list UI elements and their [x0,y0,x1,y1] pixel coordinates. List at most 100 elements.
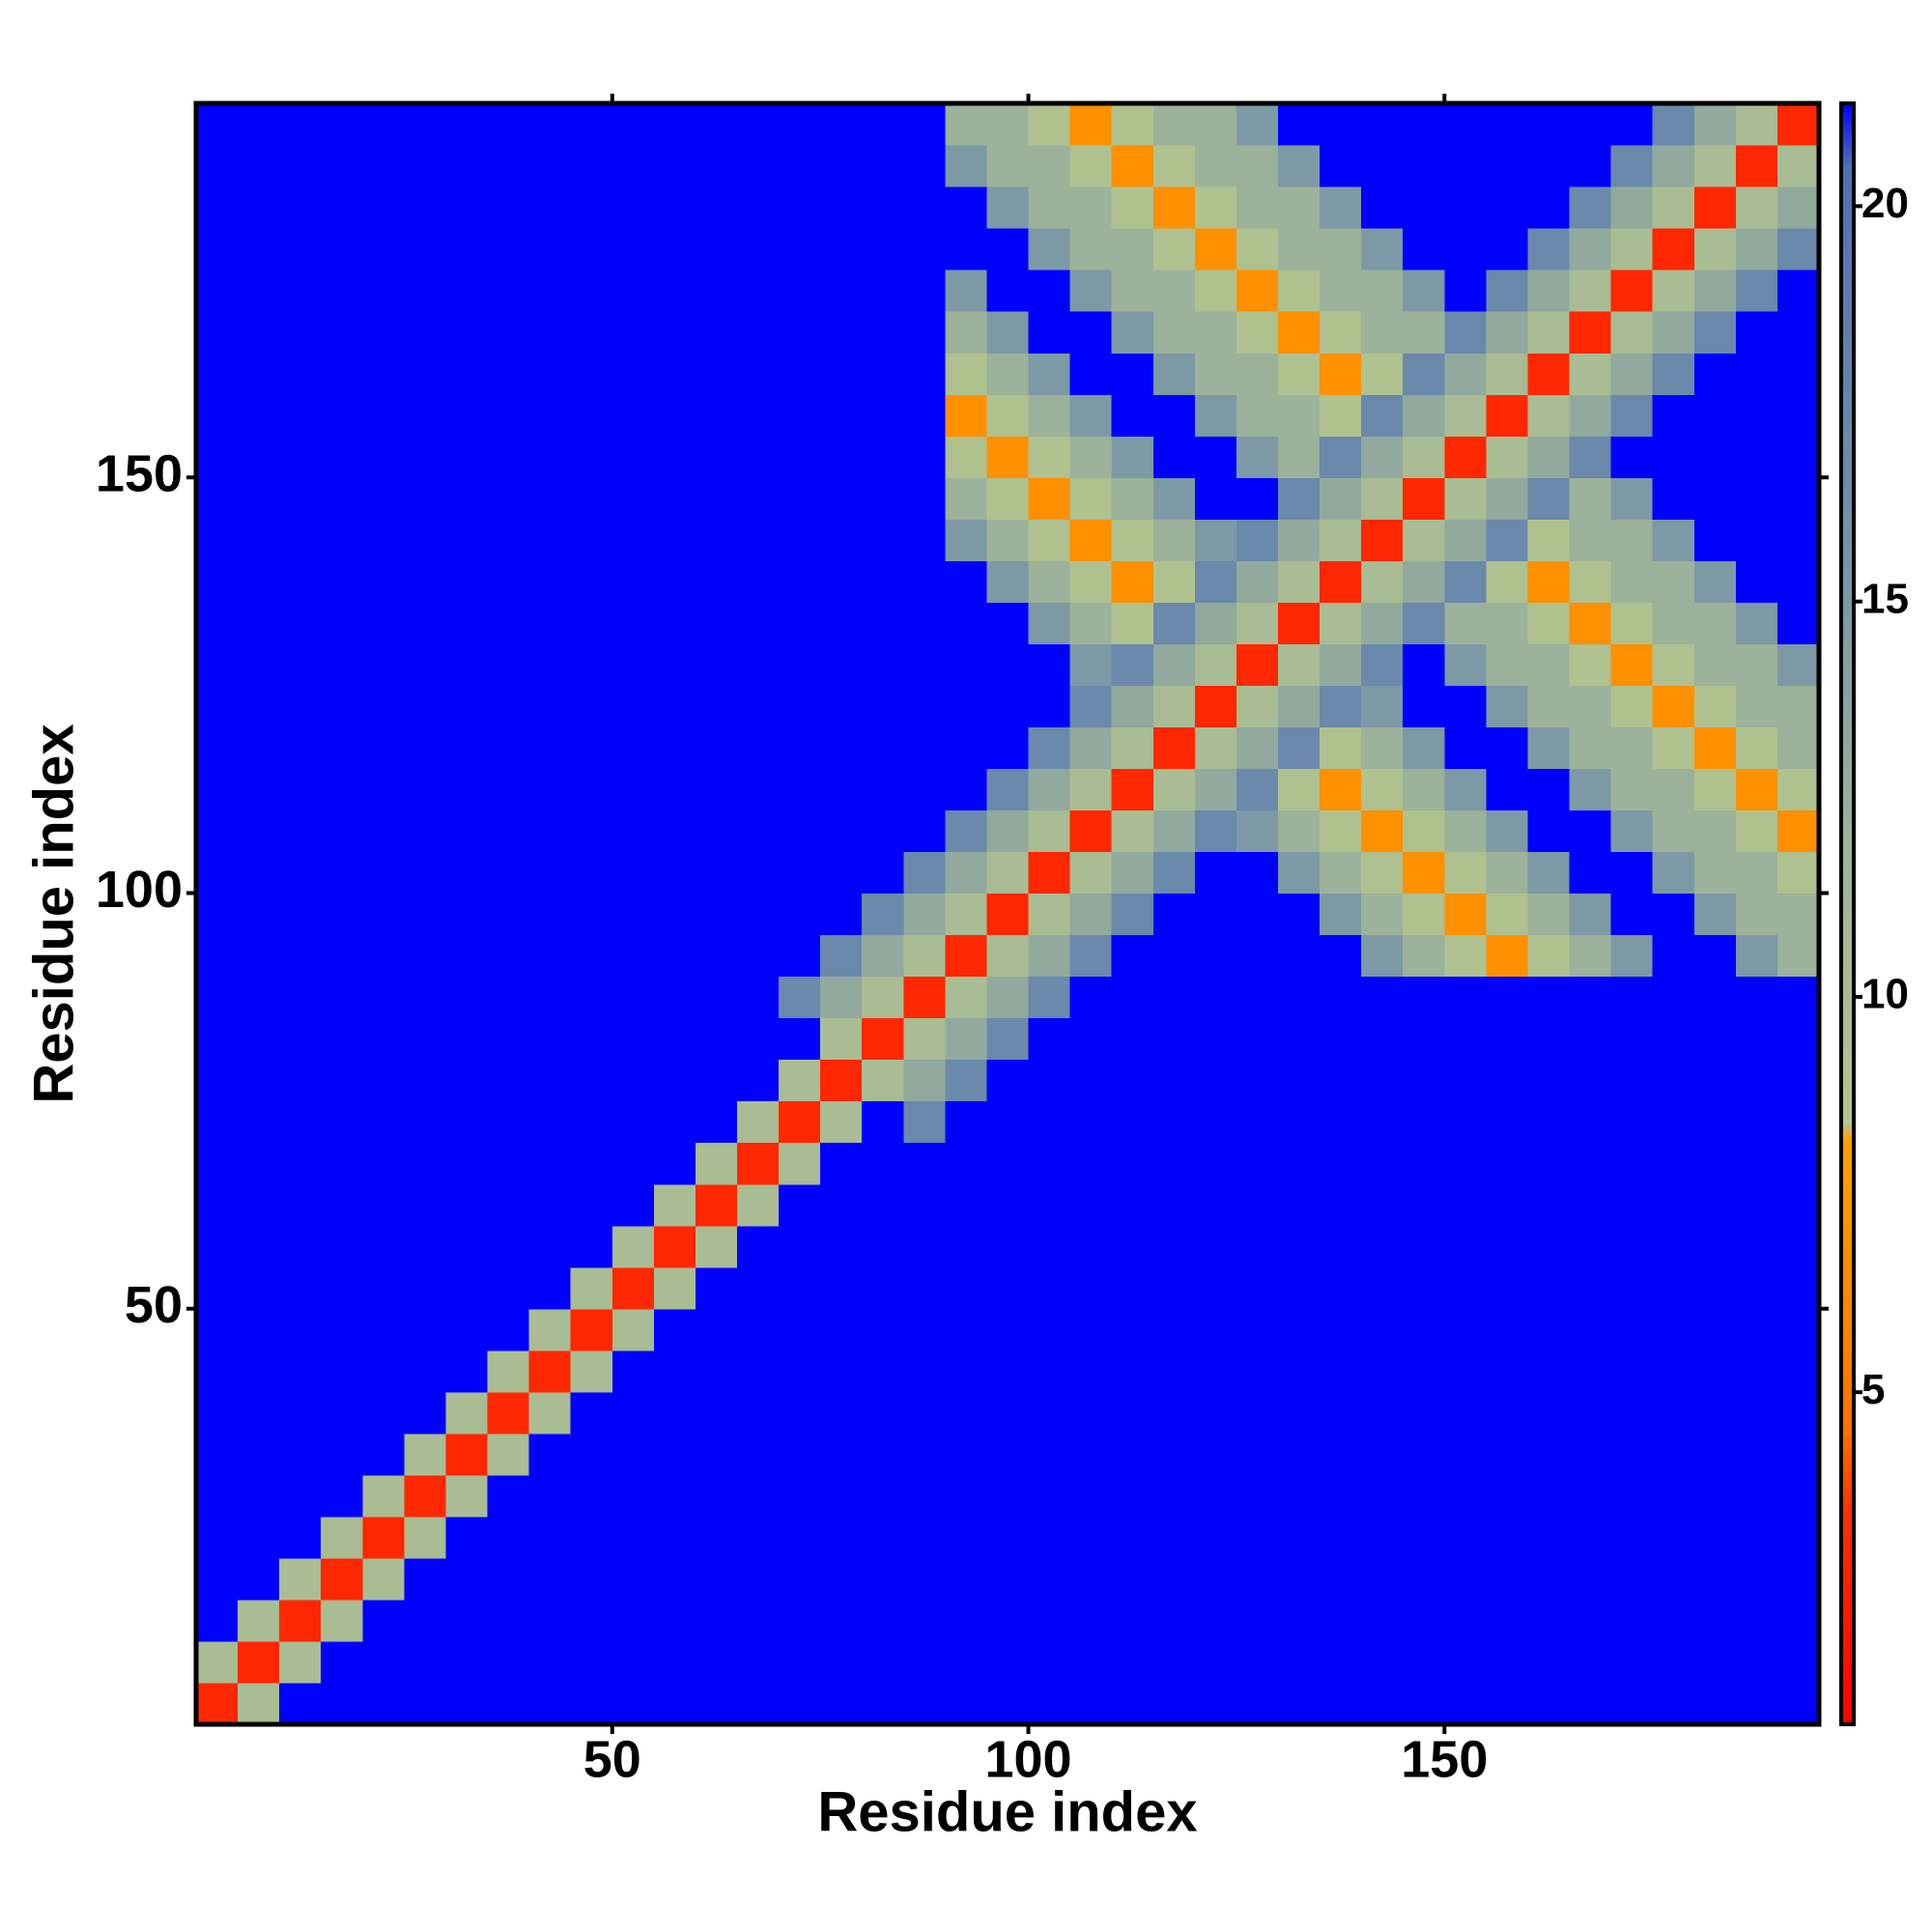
heatmap-cell [1735,186,1778,229]
heatmap-cell [1403,685,1445,727]
heatmap-cell [1278,228,1321,270]
heatmap-cell [279,810,322,853]
heatmap-cell [653,228,696,270]
heatmap-cell [445,1640,489,1684]
heatmap-cell [1152,1225,1196,1268]
heatmap-cell [570,1142,613,1185]
heatmap-cell [528,436,572,478]
heatmap-cell [1069,810,1113,853]
heatmap-cell [1194,643,1237,686]
heatmap-cell [1320,1682,1362,1725]
heatmap-cell [1527,1391,1571,1435]
heatmap-cell [1693,1308,1737,1351]
heatmap-cell [1735,1599,1778,1642]
heatmap-cell [695,726,738,770]
heatmap-cell [570,934,613,978]
heatmap-cell [445,186,489,229]
heatmap-cell [321,477,363,520]
heatmap-cell [1403,643,1445,686]
heatmap-cell [862,1557,904,1601]
heatmap-cell [196,1350,239,1393]
heatmap-cell [695,103,738,146]
heatmap-cell [820,477,863,520]
heatmap-cell [1652,394,1695,437]
heatmap-cell [653,1266,696,1310]
heatmap-cell [1028,810,1071,853]
heatmap-cell [445,1266,489,1310]
heatmap-cell [903,602,946,644]
heatmap-cell [1236,1308,1279,1351]
heatmap-cell [1236,1266,1279,1310]
heatmap-cell [1735,477,1778,520]
heatmap-cell [986,685,1030,727]
heatmap-cell [1444,270,1487,312]
heatmap-cell [1194,768,1237,811]
heatmap-cell [1693,477,1737,520]
heatmap-cell [1403,477,1445,520]
heatmap-cell [1028,1640,1071,1684]
heatmap-cell [653,1557,696,1601]
heatmap-cell [1194,934,1237,978]
heatmap-cell [321,270,363,312]
heatmap-cell [737,1350,780,1393]
heatmap-cell [1569,768,1612,811]
heatmap-cell [1527,893,1571,936]
heatmap-cell [570,976,613,1019]
heatmap-cell [1652,1100,1695,1144]
heatmap-cell [1152,1682,1196,1725]
heatmap-cell [321,1266,363,1310]
heatmap-cell [653,1391,696,1435]
heatmap-cell [238,602,280,644]
heatmap-cell [737,145,780,187]
heatmap-cell [1194,851,1237,895]
heatmap-cell [1361,311,1404,354]
heatmap-cell [862,436,904,478]
heatmap-cell [737,1059,780,1102]
heatmap-cell [1152,1557,1196,1601]
heatmap-cell [1361,1017,1404,1061]
heatmap-cell [445,602,489,644]
heatmap-cell [528,477,572,520]
heatmap-cell [1361,768,1404,811]
heatmap-cell [1111,976,1154,1019]
heatmap-cell [1361,1557,1404,1601]
heatmap-cell [986,145,1030,187]
heatmap-cell [1776,186,1820,229]
heatmap-cell [1361,186,1404,229]
heatmap-cell [528,353,572,395]
heatmap-cell [1652,726,1695,770]
heatmap-cell [1527,145,1571,187]
heatmap-cell [945,1266,988,1310]
heatmap-cell [528,519,572,561]
heatmap-cell [487,643,530,686]
heatmap-cell [1320,1100,1362,1144]
heatmap-cell [903,643,946,686]
heatmap-cell [1693,1017,1737,1061]
heatmap-cell [1444,1225,1487,1268]
heatmap-cell [1320,477,1362,520]
heatmap-cell [238,560,280,603]
heatmap-cell [945,685,988,727]
heatmap-cell [1361,602,1404,644]
heatmap-cell [1735,1682,1778,1725]
heatmap-cell [570,1682,613,1725]
heatmap-cell [1569,893,1612,936]
heatmap-cell [1735,1391,1778,1435]
heatmap-cell [862,1017,904,1061]
heatmap-cell [945,934,988,978]
heatmap-cell [1069,145,1113,187]
heatmap-cell [1194,228,1237,270]
heatmap-cell [1610,1017,1654,1061]
heatmap-cell [1444,643,1487,686]
heatmap-cell [779,436,821,478]
heatmap-cell [1194,1516,1237,1559]
heatmap-cell [1444,1474,1487,1518]
heatmap-cell [1236,1682,1279,1725]
heatmap-cell [695,1183,738,1227]
heatmap-cell [1028,643,1071,686]
heatmap-cell [903,1433,946,1476]
heatmap-cell [404,685,447,727]
heatmap-cell [737,311,780,354]
heatmap-cell [487,311,530,354]
heatmap-cell [1569,1640,1612,1684]
